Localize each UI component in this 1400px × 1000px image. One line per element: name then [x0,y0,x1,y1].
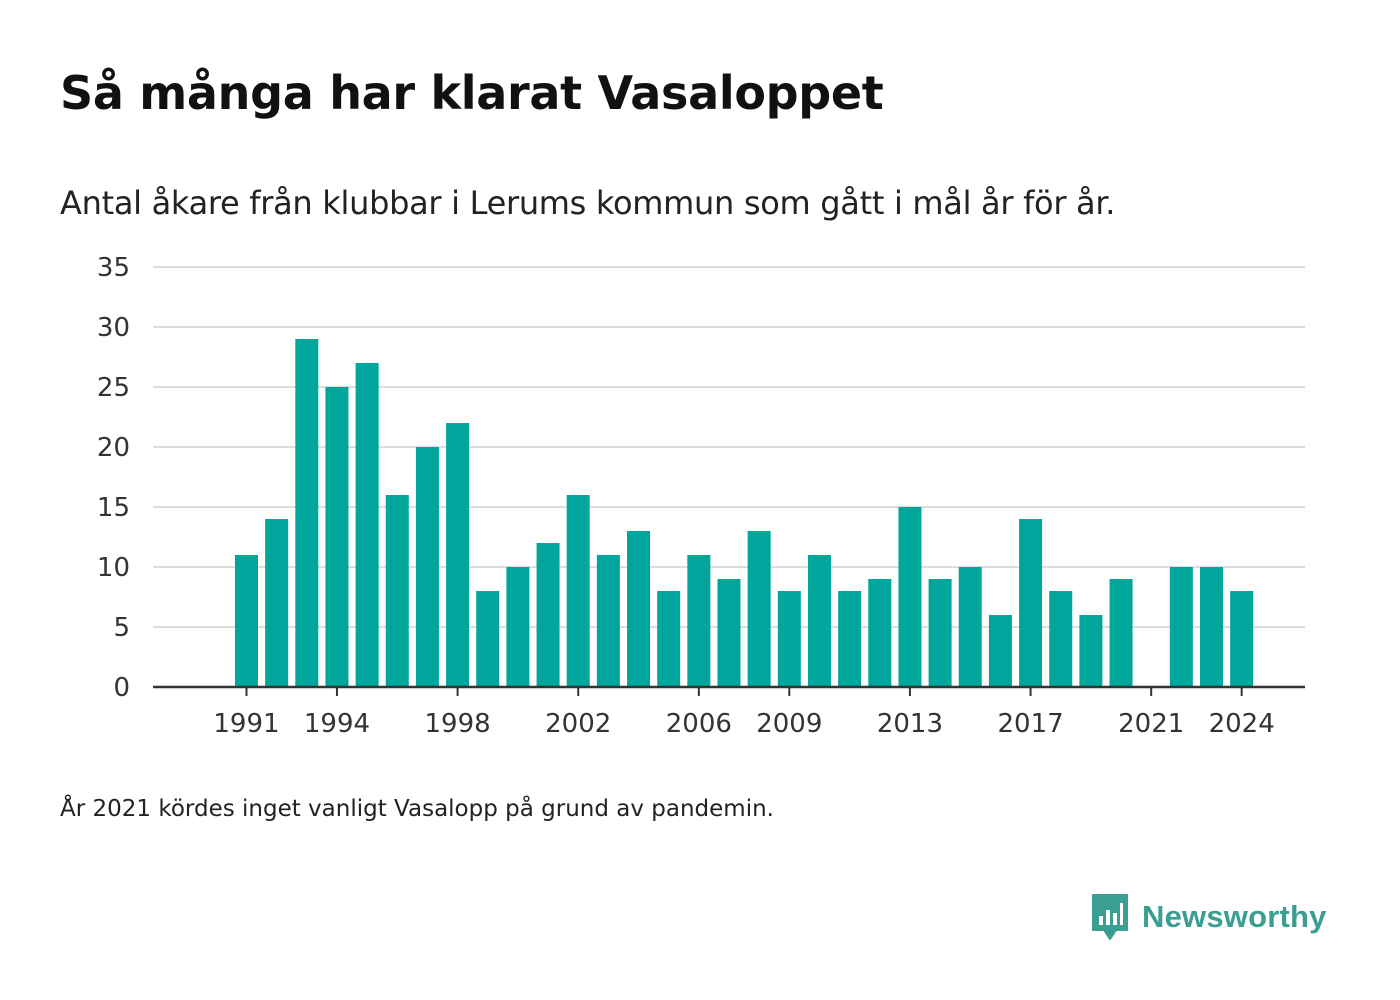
x-tick-label: 2009 [756,709,822,739]
bar-2019 [1079,615,1103,687]
y-tick-label: 35 [97,253,130,283]
newsworthy-logo-icon [1092,894,1128,940]
bar-2006 [687,555,711,687]
bar-2005 [657,591,681,687]
bar-chart: 0 5 10 15 20 25 30 35 1991 1994 1998 2002 2006 2009 2… [97,253,1305,739]
y-tick-label: 30 [97,313,130,343]
y-tick-label: 15 [97,493,130,523]
bar-2014 [928,579,952,687]
chart-title: Så många har klarat Vasaloppet [60,66,884,120]
bar-1996 [385,495,409,687]
x-tick-label: 1991 [213,709,279,739]
bar-2024 [1230,591,1254,687]
x-tick-label: 2017 [997,709,1063,739]
x-tick-label: 2021 [1118,709,1184,739]
bar-1997 [415,447,439,687]
bar-2013 [898,507,922,687]
bar-2000 [506,567,530,687]
y-tick-label: 10 [97,553,130,583]
bar-2010 [807,555,831,687]
x-tick-label: 1994 [304,709,370,739]
bars [234,339,1254,687]
bar-2022 [1169,567,1193,687]
bar-2002 [566,495,590,687]
bar-1999 [476,591,500,687]
bar-2011 [838,591,862,687]
y-tick-label: 25 [97,373,130,403]
x-tick-label: 1998 [425,709,491,739]
y-tick-label: 20 [97,433,130,463]
bar-2023 [1200,567,1224,687]
bar-2020 [1109,579,1133,687]
x-tick-label: 2013 [877,709,943,739]
y-tick-label: 0 [113,673,130,703]
bar-2007 [717,579,741,687]
y-axis-labels: 0 5 10 15 20 25 30 35 [97,253,130,703]
chart-subtitle: Antal åkare från klubbar i Lerums kommun… [60,184,1116,222]
bar-2017 [1019,519,1043,687]
x-tick-label: 2002 [545,709,611,739]
bar-2016 [988,615,1012,687]
brand-name: Newsworthy [1142,899,1327,934]
x-axis [153,685,1305,696]
bar-2012 [868,579,892,687]
x-tick-label: 2006 [666,709,732,739]
bar-1993 [295,339,319,687]
bar-2001 [536,543,560,687]
brand-logo: Newsworthy [1090,890,1327,944]
bar-1992 [265,519,289,687]
x-tick-label: 2024 [1209,709,1275,739]
bar-2009 [777,591,801,687]
bar-2018 [1049,591,1073,687]
x-axis-labels: 1991 1994 1998 2002 2006 2009 2013 2017 2021 2024 [213,709,1274,739]
bar-1995 [355,363,379,687]
y-tick-label: 5 [113,613,130,643]
bar-2015 [958,567,982,687]
bar-1998 [446,423,470,687]
bar-1991 [234,555,258,687]
bar-1994 [325,387,349,687]
bar-2004 [627,531,651,687]
footnote: År 2021 kördes inget vanligt Vasalopp på… [60,796,774,822]
bar-2003 [596,555,620,687]
bar-2008 [747,531,771,687]
